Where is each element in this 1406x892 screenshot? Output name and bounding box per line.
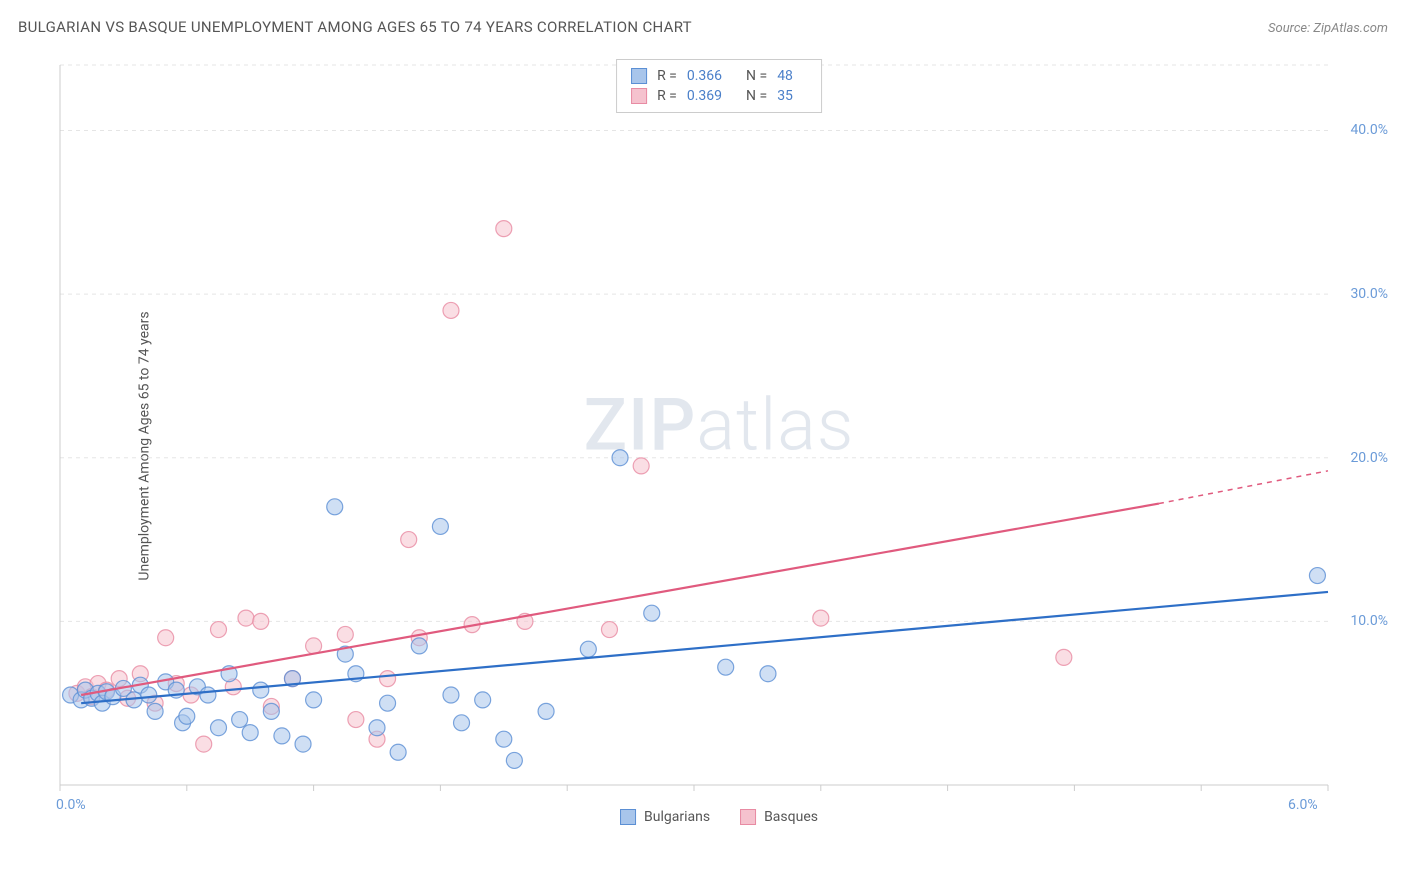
r-label: R = <box>657 68 677 84</box>
legend-label-bulgarians: Bulgarians <box>644 809 710 825</box>
chart-svg <box>50 55 1388 825</box>
y-tick-label: 40.0% <box>1350 122 1388 138</box>
r-value-bulgarians: 0.366 <box>687 68 722 84</box>
n-label: N = <box>746 68 767 84</box>
legend-label-basques: Basques <box>764 809 818 825</box>
legend-item-bulgarians: Bulgarians <box>620 809 710 825</box>
series-legend: Bulgarians Basques <box>620 809 818 825</box>
n-value-basques: 35 <box>777 88 793 104</box>
swatch-bulgarians <box>631 68 647 84</box>
stats-legend: R = 0.366 N = 48 R = 0.369 N = 35 <box>616 59 822 113</box>
legend-item-basques: Basques <box>740 809 818 825</box>
source-attribution: Source: ZipAtlas.com <box>1268 21 1388 36</box>
y-tick-label: 20.0% <box>1350 450 1388 466</box>
stats-row-bulgarians: R = 0.366 N = 48 <box>631 66 807 86</box>
y-tick-label: 30.0% <box>1350 286 1388 302</box>
n-label: N = <box>746 88 767 104</box>
r-label: R = <box>657 88 677 104</box>
y-tick-label: 10.0% <box>1350 613 1388 629</box>
chart-title: BULGARIAN VS BASQUE UNEMPLOYMENT AMONG A… <box>18 18 692 36</box>
r-value-basques: 0.369 <box>687 88 722 104</box>
stats-row-basques: R = 0.369 N = 35 <box>631 86 807 106</box>
x-tick-label: 6.0% <box>1288 797 1318 813</box>
x-tick-label: 0.0% <box>56 797 86 813</box>
chart-header: BULGARIAN VS BASQUE UNEMPLOYMENT AMONG A… <box>18 18 1388 36</box>
n-value-bulgarians: 48 <box>777 68 793 84</box>
swatch-bulgarians <box>620 809 636 825</box>
scatter-chart: ZIPatlas R = 0.366 N = 48 R = 0.369 N = … <box>50 55 1388 825</box>
swatch-basques <box>631 88 647 104</box>
swatch-basques <box>740 809 756 825</box>
